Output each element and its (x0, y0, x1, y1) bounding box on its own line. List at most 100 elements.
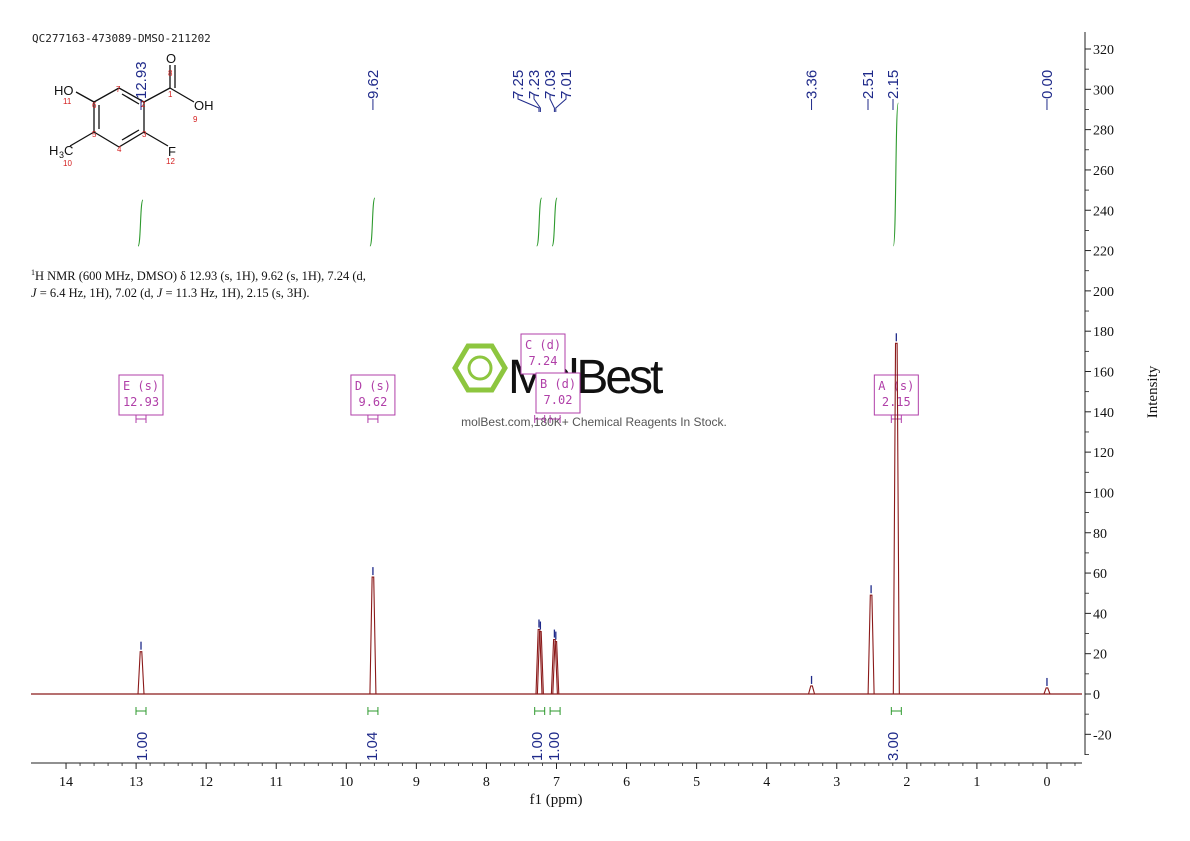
y-tick-label: 120 (1093, 446, 1114, 461)
sample-id: QC277163-473089-DMSO-211202 (32, 32, 211, 45)
integral-curve (892, 102, 899, 247)
spectrum-peak (552, 641, 560, 695)
peak-label: 2.51 (860, 70, 877, 99)
integral-curve (137, 199, 144, 247)
peak-label: 12.93 (133, 61, 150, 99)
x-tick-label: 12 (199, 775, 213, 790)
spectrum-peak (137, 651, 145, 695)
integral-curves (137, 102, 899, 247)
spectrum-peak (369, 576, 377, 695)
peak-label: 7.23 (526, 70, 543, 99)
spectrum-peak (536, 630, 544, 695)
atom-h3c-c: C (64, 143, 73, 158)
peak-label: 9.62 (365, 70, 382, 99)
peak-label: 0.00 (1039, 70, 1056, 99)
multiplet-frame (873, 374, 919, 416)
y-tick-label: 0 (1093, 688, 1100, 703)
y-tick-label: 40 (1093, 607, 1107, 622)
y-tick-label: 140 (1093, 406, 1114, 421)
multiplet-shift: 12.93 (123, 395, 159, 409)
multiplet-letter: B (d) (540, 377, 576, 391)
y-tick-label: 20 (1093, 648, 1107, 663)
integral-label: 1.00 (546, 732, 563, 761)
peak-label: 7.01 (558, 70, 575, 99)
integral-label: 1.00 (529, 732, 546, 761)
atom-number-7: 7 (116, 85, 121, 94)
atom-f: F (168, 144, 176, 159)
spectrum-peak (550, 639, 558, 695)
atom-number-4: 4 (117, 145, 122, 154)
watermark: MolBest molBest.com,180K+ Chemical Reage… (452, 343, 727, 429)
peak-label: 3.36 (804, 70, 821, 99)
atom-number-12: 12 (166, 157, 175, 166)
multiplet-frame (350, 374, 396, 416)
x-tick-label: 7 (553, 775, 560, 790)
y-tick-label: 80 (1093, 527, 1107, 542)
atom-number-1: 1 (168, 90, 173, 99)
integral-curve (369, 197, 376, 247)
x-axis-label: f1 (ppm) (530, 792, 583, 808)
molecule-labels: HO OH O F H 3 C 8 1 9 2 7 6 11 5 4 3 12 … (49, 51, 214, 168)
nmr-description-line2: J = 6.4 Hz, 1H), 7.02 (d, J = 11.3 Hz, 1… (31, 286, 310, 300)
atom-o: O (166, 51, 176, 66)
multiplet-letter: C (d) (525, 338, 561, 352)
x-tick-label: 5 (693, 775, 700, 790)
atom-oh: OH (194, 98, 214, 113)
multiplet-box: E (s) 12.93 (118, 374, 164, 423)
integral-label: 1.04 (364, 732, 381, 761)
peak-label-connector (533, 95, 541, 112)
atom-number-5: 5 (92, 130, 97, 139)
multiplet-shift: 9.62 (358, 395, 387, 409)
y-tick-label: 100 (1093, 486, 1114, 501)
atom-ho: HO (54, 83, 74, 98)
atom-number-9: 9 (193, 115, 198, 124)
y-tick-label: 160 (1093, 366, 1114, 381)
y-tick-label: 220 (1093, 245, 1114, 260)
y-tick-label: -20 (1093, 728, 1112, 743)
multiplet-shift: 7.02 (544, 393, 573, 407)
watermark-hexagon-icon (452, 343, 508, 393)
x-tick-label: 8 (483, 775, 490, 790)
peak-label: 7.25 (510, 70, 527, 99)
integral-label: 1.00 (134, 732, 151, 761)
y-tick-label: 260 (1093, 164, 1114, 179)
integral-curve (551, 197, 558, 247)
x-axis: 14 13 12 11 10 9 8 7 6 5 4 3 2 1 0 f1 (ppm) (31, 762, 1082, 808)
integral-label: 3.00 (885, 732, 902, 761)
atom-number-2: 2 (141, 100, 146, 109)
multiplet-frame (520, 333, 566, 375)
watermark-tagline: molBest.com,180K+ Chemical Reagents In S… (461, 415, 727, 429)
peak-labels: 12.93 9.62 7.25 7.23 7.03 7.01 3.36 2.51 2.15 0.0… (133, 61, 1056, 112)
multiplet-letter: D (s) (355, 379, 391, 393)
y-tick-label: 180 (1093, 325, 1114, 340)
multiplet-box: A (s) 2.15 (873, 374, 919, 423)
atom-number-8: 8 (168, 69, 173, 78)
x-tick-label: 10 (339, 775, 353, 790)
x-tick-label: 4 (763, 775, 770, 790)
y-tick-label: 320 (1093, 43, 1114, 58)
y-axis-label: Intensity (1145, 365, 1161, 418)
x-tick-label: 11 (269, 775, 282, 790)
spectrum-peak (535, 628, 543, 695)
nmr-description-line1: 1H NMR (600 MHz, DMSO) δ 12.93 (s, 1H), … (31, 268, 366, 283)
y-tick-label: 280 (1093, 124, 1114, 139)
y-tick-label: 300 (1093, 83, 1114, 98)
y-tick-label: 60 (1093, 567, 1107, 582)
x-tick-label: 9 (413, 775, 420, 790)
multiplet-frame (535, 372, 581, 414)
molecule-structure (69, 65, 195, 148)
peak-label-connector (555, 95, 567, 112)
multiplet-letter: A (s) (878, 379, 914, 393)
multiplet-boxes: E (s) 12.93 D (s) 9.62 C (d) 7.24 B (d) 7.02 A (… (118, 333, 919, 423)
spectrum-peak (867, 594, 875, 695)
x-tick-label: 14 (59, 775, 73, 790)
atom-h3c-3: 3 (59, 150, 64, 160)
spectrum-peak (892, 342, 900, 695)
y-tick-label: 200 (1093, 285, 1114, 300)
integral-curve (536, 197, 543, 247)
atom-number-10: 10 (63, 159, 72, 168)
watermark-ring-icon (467, 355, 493, 381)
peak-label-connector (517, 95, 540, 112)
spectrum-peak (1043, 687, 1051, 695)
